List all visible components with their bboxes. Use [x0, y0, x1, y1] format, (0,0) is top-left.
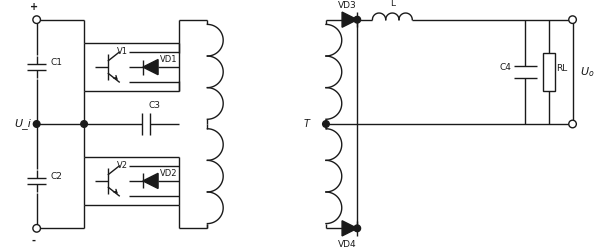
Text: C3: C3	[149, 101, 161, 110]
Circle shape	[569, 16, 576, 24]
Circle shape	[323, 121, 329, 127]
Polygon shape	[342, 221, 357, 236]
Text: VD2: VD2	[160, 169, 177, 178]
Text: C1: C1	[51, 58, 63, 67]
Circle shape	[354, 225, 361, 232]
Circle shape	[354, 16, 361, 23]
Text: C4: C4	[499, 62, 511, 72]
Circle shape	[33, 16, 40, 24]
Text: C2: C2	[51, 172, 63, 181]
Text: VD4: VD4	[337, 240, 356, 248]
Polygon shape	[143, 60, 158, 75]
Text: VD3: VD3	[337, 1, 356, 10]
Circle shape	[33, 121, 40, 127]
Bar	[543, 53, 555, 91]
Text: $\mathit{U_o}$: $\mathit{U_o}$	[580, 65, 594, 79]
Circle shape	[33, 224, 40, 232]
Text: U_i: U_i	[14, 119, 31, 129]
Text: L: L	[390, 0, 395, 8]
Text: RL: RL	[557, 64, 568, 73]
Text: -: -	[32, 236, 36, 246]
Text: V1: V1	[118, 47, 128, 56]
Text: V2: V2	[118, 160, 128, 170]
Text: VD1: VD1	[160, 55, 177, 64]
Polygon shape	[342, 12, 357, 27]
Polygon shape	[143, 173, 158, 188]
Circle shape	[81, 121, 88, 127]
Text: +: +	[30, 2, 38, 12]
Circle shape	[569, 120, 576, 128]
Text: T: T	[304, 119, 310, 129]
